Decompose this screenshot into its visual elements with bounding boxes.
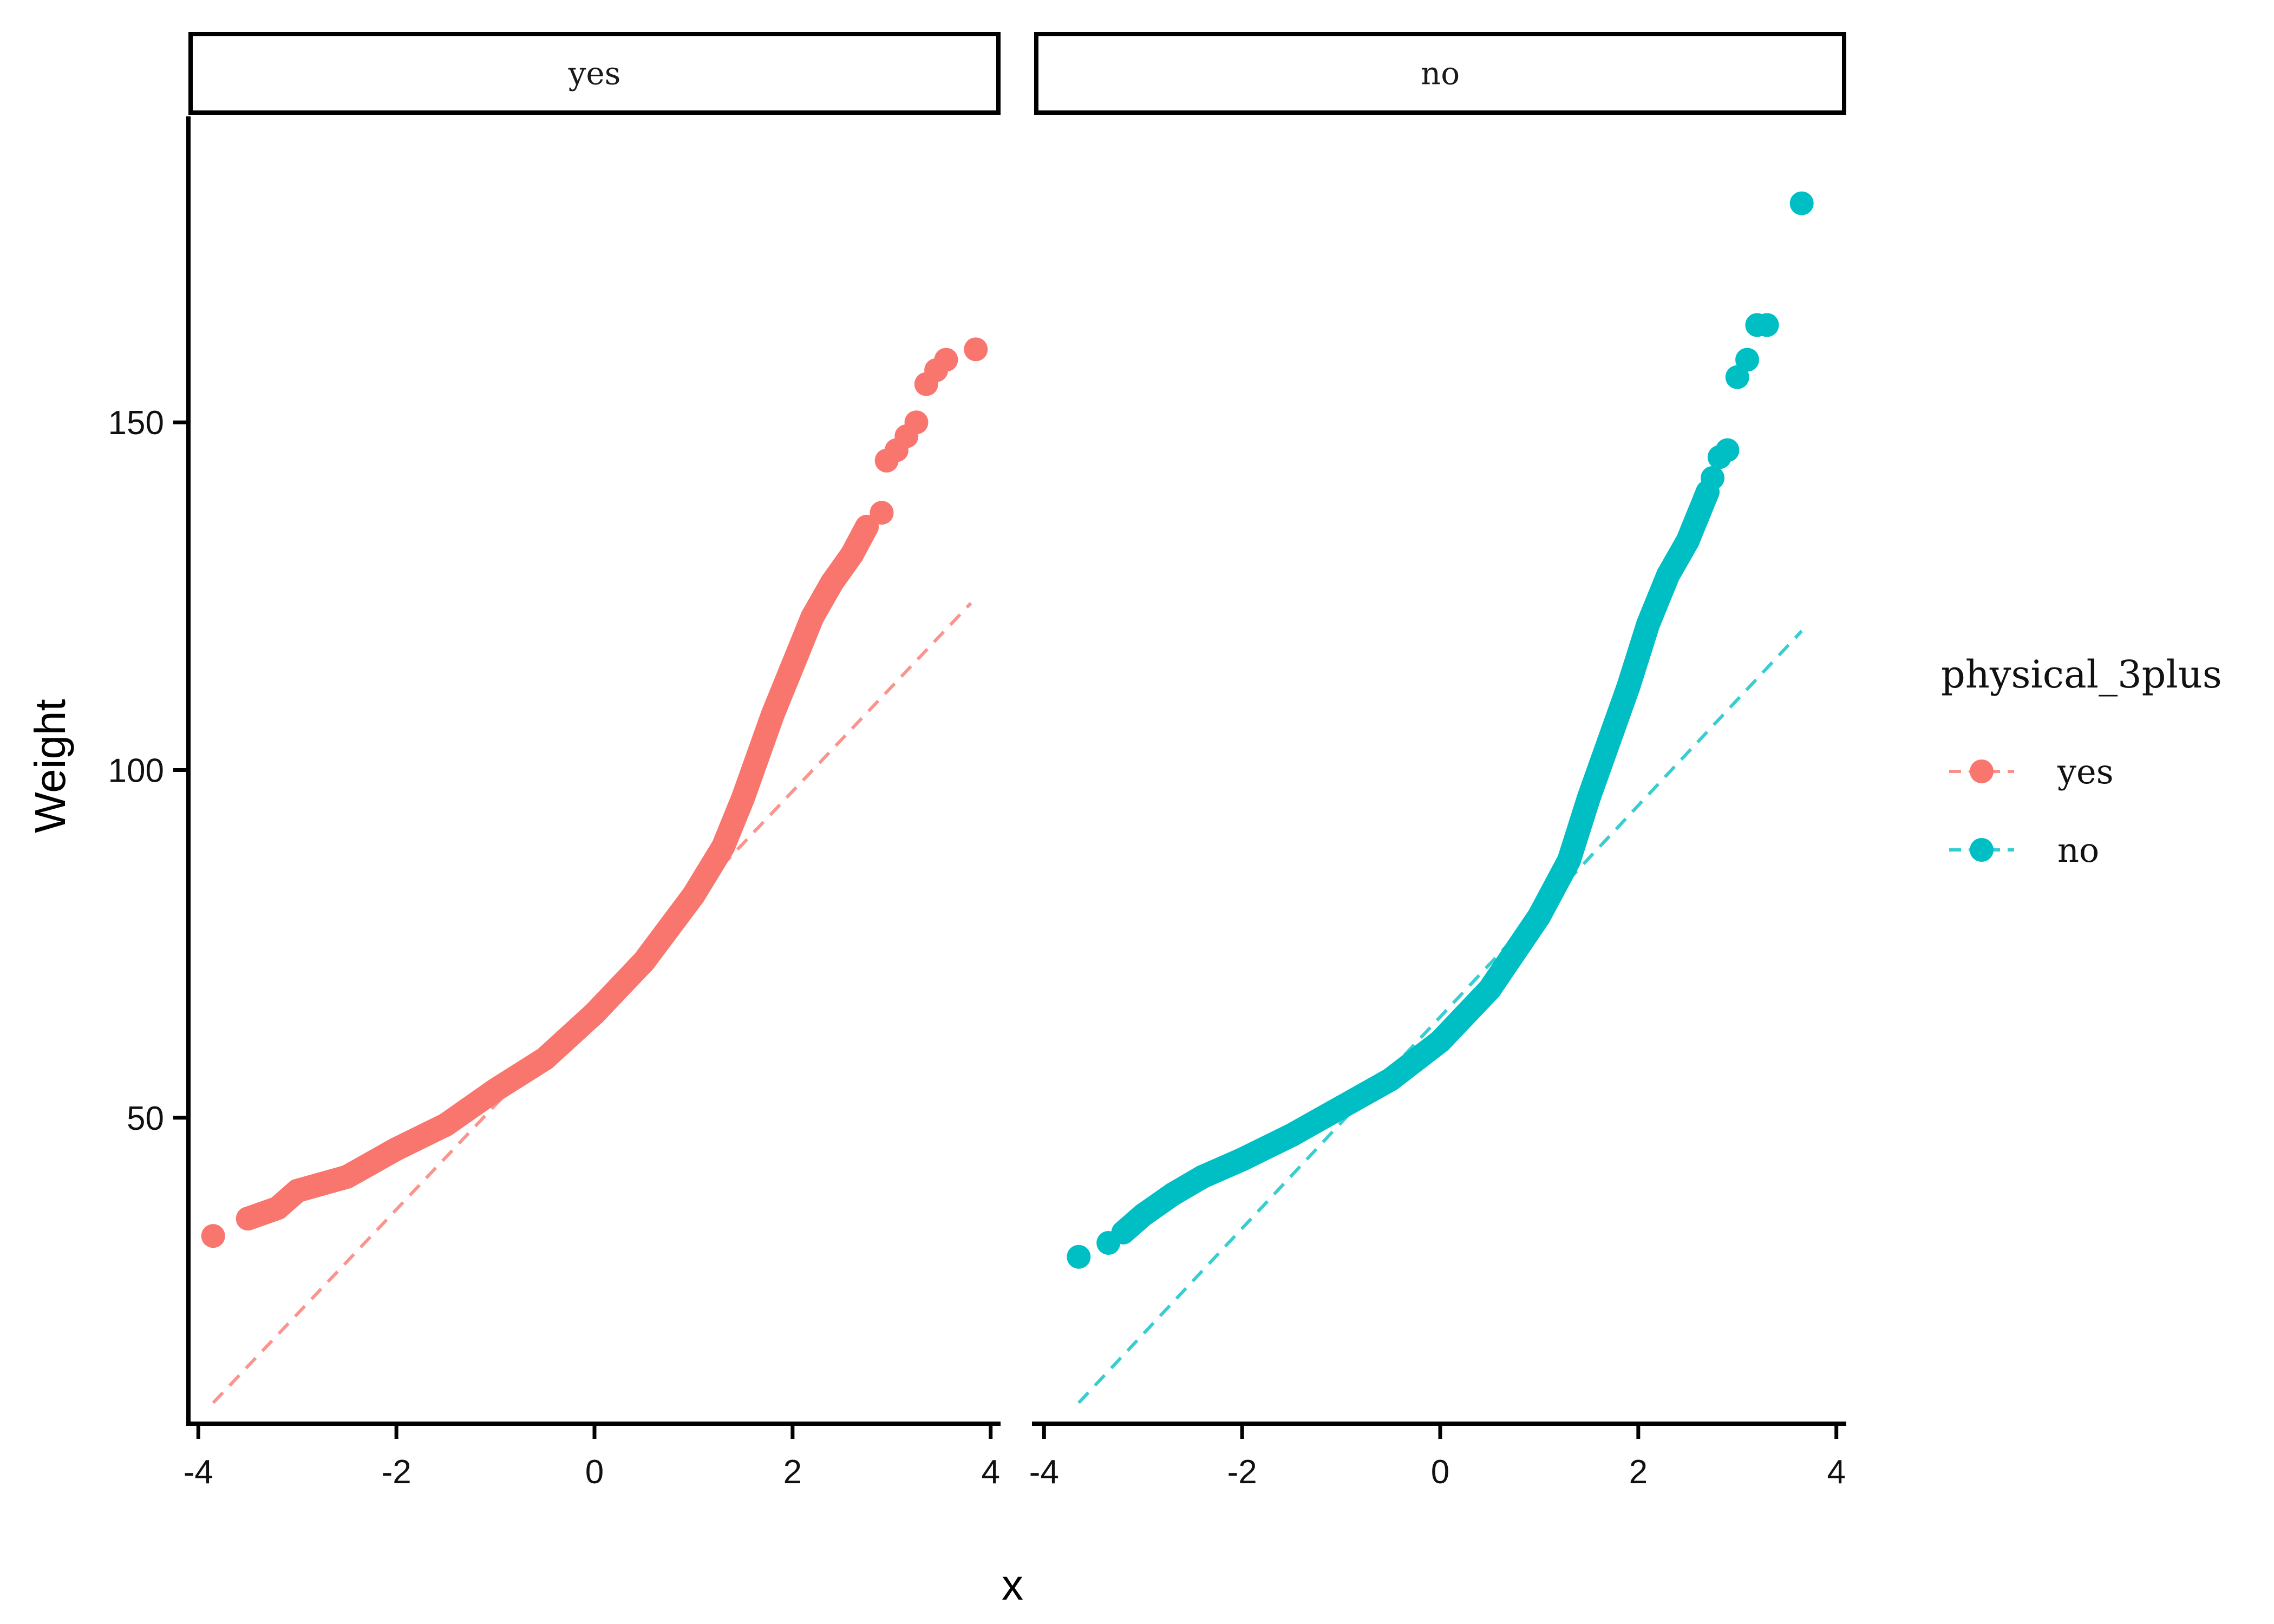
sample-point (1131, 1203, 1155, 1227)
x-tick-label: -2 (382, 1453, 411, 1491)
x-tick-label: 2 (783, 1453, 802, 1491)
sample-point (236, 1207, 260, 1231)
sample-point (711, 834, 735, 859)
x-tick-label: 4 (981, 1453, 999, 1491)
sample-point (1527, 904, 1551, 928)
sample-point (820, 570, 845, 594)
x-tick-label: 0 (1431, 1453, 1449, 1491)
sample-point (285, 1178, 310, 1203)
x-tick-label: -4 (1029, 1453, 1059, 1491)
sample-point (1596, 730, 1620, 755)
sample-point (1735, 348, 1760, 372)
y-tick-label: 50 (127, 1100, 164, 1137)
sample-point (1755, 313, 1779, 337)
sample-point (780, 653, 805, 678)
x-axis-title: x (1002, 1561, 1023, 1609)
legend-point-key (1970, 838, 1994, 862)
sample-point (384, 1137, 409, 1161)
sample-point (265, 1196, 290, 1220)
panel-no: no -4 -2 0 2 4 (1029, 32, 1846, 1491)
sample-point (1190, 1164, 1214, 1189)
sample-point (1230, 1147, 1254, 1171)
sample-point (1636, 612, 1661, 636)
legend: physical_3plus yes no (1941, 652, 2222, 870)
sample-point (870, 501, 894, 525)
sample-point (964, 337, 988, 362)
legend-entries: yes no (1949, 752, 2114, 870)
sample-point (201, 1224, 225, 1248)
sample-point (904, 410, 929, 435)
sample-point (1789, 191, 1814, 215)
sample-quantile-band (236, 514, 879, 1231)
strip-label: no (1421, 55, 1460, 92)
sample-point (840, 542, 864, 567)
sample-point (1577, 785, 1601, 810)
sample-point (1715, 438, 1740, 462)
sample-point (1656, 563, 1680, 587)
legend-entry-no: no (1949, 830, 2099, 870)
y-axis-title: Weight (26, 699, 74, 833)
sample-point (1428, 1029, 1452, 1053)
legend-entry-yes: yes (1949, 752, 2114, 791)
x-tick-label: -4 (184, 1453, 213, 1491)
strip-box (1034, 32, 1846, 115)
panels-layer: yes -4 -2 0 2 4 50 100 150 no -4 -2 0 2 4 (108, 32, 1846, 1491)
sample-point (681, 883, 705, 907)
sample-point (583, 1001, 606, 1026)
sample-point (1161, 1182, 1185, 1207)
sample-point (483, 1078, 508, 1102)
sample-point (1067, 1245, 1091, 1269)
x-tick-label: 0 (585, 1453, 604, 1491)
sample-point (1329, 1095, 1354, 1119)
panel-yes: yes -4 -2 0 2 4 50 100 150 (108, 32, 1001, 1491)
x-tick-label: 2 (1629, 1453, 1648, 1491)
sample-point (632, 949, 656, 973)
sample-quantile-band (1111, 480, 1720, 1245)
sample-point (434, 1112, 458, 1137)
sample-point (1378, 1068, 1403, 1092)
sample-point (1279, 1123, 1304, 1147)
legend-label: no (2057, 830, 2099, 870)
strip-label: yes (568, 55, 621, 92)
sample-point (1725, 365, 1749, 389)
sample-point (1478, 977, 1502, 1001)
sample-point (1557, 848, 1581, 873)
sample-point (1616, 675, 1641, 699)
legend-point-key (1970, 759, 1994, 783)
sample-point (800, 605, 825, 629)
sample-point (533, 1046, 557, 1071)
sample-point (1701, 466, 1725, 490)
sample-point (1096, 1231, 1121, 1255)
x-tick-label: -2 (1227, 1453, 1257, 1491)
sample-point (1676, 528, 1700, 553)
x-tick-label: 4 (1827, 1453, 1845, 1491)
y-tick-label: 100 (108, 752, 164, 790)
legend-title: physical_3plus (1941, 652, 2222, 697)
legend-label: yes (2057, 752, 2114, 791)
qq-reference-line (1077, 630, 1803, 1404)
sample-point (731, 785, 755, 810)
sample-point (855, 514, 879, 539)
sample-point (335, 1164, 359, 1189)
sample-point (934, 348, 958, 372)
strip-box (188, 32, 1001, 115)
sample-point (761, 702, 785, 726)
y-tick-label: 150 (108, 404, 164, 442)
